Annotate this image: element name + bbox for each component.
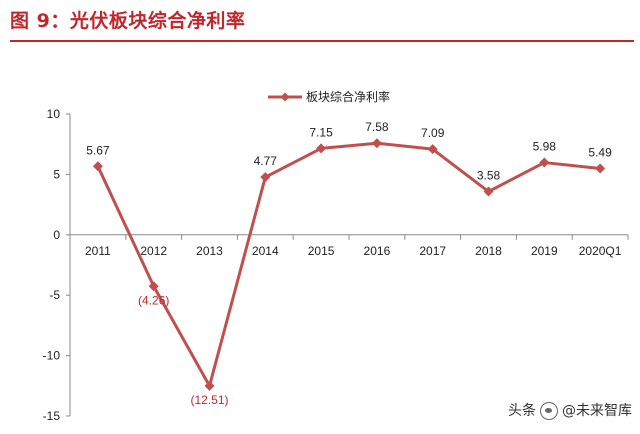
x-tick-label: 2017 bbox=[419, 244, 446, 258]
data-label: 7.15 bbox=[309, 125, 333, 139]
title-rule bbox=[10, 40, 634, 42]
x-tick-label: 2014 bbox=[252, 244, 279, 258]
y-tick-label: -5 bbox=[49, 288, 60, 302]
data-label: 3.58 bbox=[477, 169, 501, 183]
data-label: (4.26) bbox=[138, 293, 169, 307]
data-point-marker bbox=[260, 172, 271, 183]
data-point-marker bbox=[427, 144, 438, 155]
x-tick-label: 2013 bbox=[196, 244, 223, 258]
data-point-marker bbox=[483, 186, 494, 197]
data-label: 5.98 bbox=[533, 140, 557, 154]
data-point-marker bbox=[204, 380, 215, 391]
data-label: 4.77 bbox=[254, 154, 278, 168]
x-tick-label: 2020Q1 bbox=[579, 244, 622, 258]
legend-label: 板块综合净利率 bbox=[306, 89, 390, 104]
data-label: 5.49 bbox=[588, 145, 612, 159]
data-point-marker bbox=[316, 143, 327, 154]
x-tick-label: 2019 bbox=[531, 244, 558, 258]
watermark-brand: @未来智库 bbox=[562, 403, 632, 419]
y-tick-label: -15 bbox=[43, 409, 61, 423]
watermark: 头条 @未来智库 bbox=[508, 398, 632, 424]
y-tick-label: 5 bbox=[53, 167, 60, 181]
y-tick-label: 10 bbox=[47, 107, 61, 121]
x-tick-label: 2015 bbox=[308, 244, 335, 258]
series-line bbox=[96, 141, 601, 388]
data-label: 7.09 bbox=[421, 126, 445, 140]
data-point-marker bbox=[148, 281, 159, 292]
data-point-marker bbox=[92, 161, 103, 172]
y-tick-label: 0 bbox=[53, 228, 60, 242]
data-point-marker bbox=[595, 163, 606, 174]
wechat-icon bbox=[540, 402, 558, 420]
data-label: 7.58 bbox=[365, 120, 389, 134]
data-label: (12.51) bbox=[190, 393, 228, 407]
x-tick-label: 2016 bbox=[364, 244, 391, 258]
x-tick-label: 2012 bbox=[140, 244, 167, 258]
x-tick-label: 2018 bbox=[475, 244, 502, 258]
data-label: 5.67 bbox=[86, 143, 110, 157]
data-point-marker bbox=[371, 138, 382, 149]
legend-marker bbox=[280, 92, 290, 102]
data-point-marker bbox=[539, 157, 550, 168]
x-tick-label: 2011 bbox=[85, 244, 111, 258]
figure-title: 图 9：光伏板块综合净利率 bbox=[10, 10, 246, 32]
y-tick-label: -10 bbox=[43, 349, 61, 363]
watermark-prefix: 头条 bbox=[508, 403, 536, 419]
